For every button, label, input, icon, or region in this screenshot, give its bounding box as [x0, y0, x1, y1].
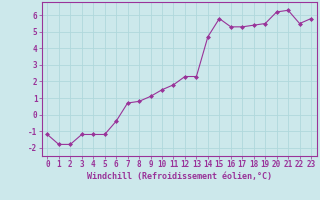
- X-axis label: Windchill (Refroidissement éolien,°C): Windchill (Refroidissement éolien,°C): [87, 172, 272, 181]
